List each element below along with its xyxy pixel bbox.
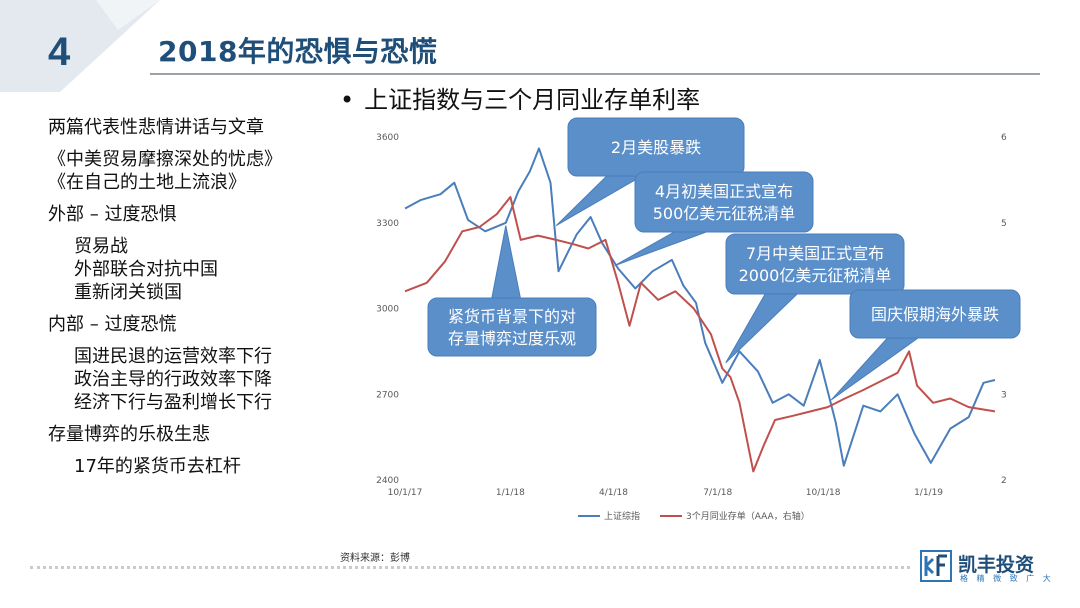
y-left-tick-label: 2400 [376, 476, 399, 486]
callout-box [849, 289, 1021, 339]
left-text-line: 贸易战 [74, 236, 128, 257]
callout-box [725, 233, 905, 295]
callout-pointer [830, 337, 920, 401]
left-text-line: 存量博弈的乐极生悲 [48, 424, 210, 445]
callout-pointer [555, 175, 644, 227]
left-text-line: 内部 – 过度恐慌 [48, 314, 177, 335]
callout-pointer [725, 293, 799, 364]
x-tick-label: 1/1/19 [914, 488, 943, 498]
title-divider [150, 73, 1040, 75]
left-text-line: 国进民退的运营效率下行 [74, 346, 272, 367]
callout-text: 500亿美元征税清单 [653, 204, 796, 223]
y-left-tick-label: 3300 [376, 219, 399, 229]
left-text-line: 《在自己的土地上流浪》 [48, 172, 246, 193]
callout-box [634, 171, 814, 233]
callout-box [427, 297, 597, 357]
callout-text: 国庆假期海外暴跌 [871, 305, 999, 324]
left-text-column: 两篇代表性悲情讲话与文章 《中美贸易摩擦深处的忧虑》 《在自己的土地上流浪》 外部 –… [48, 116, 338, 478]
bullet-icon: • [340, 86, 355, 114]
y-right-tick-label: 5 [1001, 219, 1007, 229]
series-line-ncd-rate [404, 196, 996, 473]
callout-text: 7月中美国正式宣布 [746, 244, 884, 263]
left-text-line: 《中美贸易摩擦深处的忧虑》 [48, 149, 282, 170]
callout-text: 2000亿美元征税清单 [739, 266, 892, 285]
y-left-tick-label: 3600 [376, 133, 399, 143]
callout-text: 4月初美国正式宣布 [655, 182, 793, 201]
left-text-line: 政治主导的行政效率下降 [74, 369, 272, 390]
left-text-line: 经济下行与盈利增长下行 [74, 392, 272, 413]
x-tick-label: 10/1/18 [806, 488, 841, 498]
y-right-tick-label: 2 [1001, 476, 1007, 486]
chart-subtitle-text: 上证指数与三个月同业存单利率 [364, 86, 701, 114]
logo-name: 凯丰投资 [958, 554, 1035, 576]
corner-decoration [0, 0, 160, 92]
left-text-line: 17年的紧货币去杠杆 [74, 456, 241, 477]
callout-text: 紧货币背景下的对 [448, 307, 576, 326]
slide-number: 4 [48, 30, 71, 74]
callout-pointer [614, 231, 707, 267]
company-logo: 凯丰投资 格 精 微 致 广 大 [920, 548, 1060, 588]
left-text-line: 外部联合对抗中国 [74, 259, 218, 280]
x-tick-label: 7/1/18 [703, 488, 732, 498]
logo-mark-icon [920, 550, 952, 582]
legend-label: 上证综指 [604, 510, 640, 522]
left-text-line: 外部 – 过度恐惧 [48, 204, 177, 225]
y-left-tick-label: 3000 [376, 305, 399, 315]
callout-text: 2月美股暴跌 [611, 138, 701, 157]
slide-title: 2018年的恐惧与恐慌 [158, 35, 438, 68]
x-tick-label: 10/1/17 [388, 488, 423, 498]
chart: 240027003000330036002345610/1/171/1/184/… [376, 117, 1021, 522]
chart-subtitle: • 上证指数与三个月同业存单利率 [340, 80, 700, 115]
x-tick-label: 1/1/18 [496, 488, 525, 498]
y-right-tick-label: 6 [1001, 133, 1007, 143]
y-right-tick-label: 3 [1001, 390, 1007, 400]
footer-dotted-line [30, 566, 910, 573]
y-left-tick-label: 2700 [376, 390, 399, 400]
legend-label: 3个月同业存单（AAA，右轴） [686, 510, 810, 522]
source-note: 资料来源：彭博 [340, 553, 410, 564]
left-text-line: 两篇代表性悲情讲话与文章 [48, 117, 264, 138]
callout-text: 存量博弈过度乐观 [448, 329, 576, 348]
callout-pointer [491, 225, 522, 299]
left-text-line: 重新闭关锁国 [74, 282, 182, 303]
x-tick-label: 4/1/18 [599, 488, 628, 498]
logo-slogan: 格 精 微 致 广 大 [960, 574, 1054, 583]
